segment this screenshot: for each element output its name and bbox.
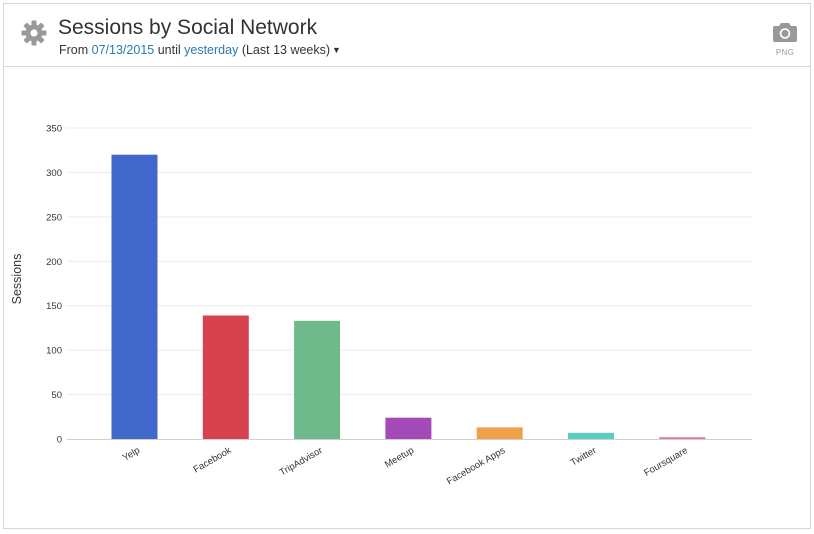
x-tick-label: Facebook Apps [445,445,507,487]
png-export-button[interactable]: PNG [772,22,798,58]
y-tick-label: 100 [46,346,62,357]
chart-header: Sessions by Social Network From 07/13/20… [4,4,810,67]
from-label: From [59,43,89,57]
start-date-link[interactable]: 07/13/2015 [91,43,155,57]
x-tick-label: Facebook [192,445,234,476]
gear-icon[interactable] [21,20,47,46]
x-tick-label: Meetup [383,445,416,470]
bars [111,154,706,440]
grid-lines [67,127,752,396]
x-tick-label: Foursquare [642,445,690,479]
range-label[interactable]: (Last 13 weeks) [241,43,331,57]
x-tick-label: Yelp [121,445,142,464]
caret-down-icon[interactable]: ▼ [332,45,341,55]
until-label: until [157,43,181,57]
x-tick-label: TripAdvisor [278,445,325,478]
end-date-link[interactable]: yesterday [184,43,239,57]
y-tick-label: 300 [46,168,62,179]
y-axis-label: Sessions [10,254,24,305]
bar-tripadvisor[interactable] [294,320,341,439]
bar-twitter[interactable] [568,432,614,439]
bar-facebook[interactable] [202,315,249,440]
y-tick-label: 150 [46,301,62,312]
x-axis-ticks: Yelp Facebook TripAdvisor Meetup Facebook Ap… [121,445,690,487]
date-range: From 07/13/2015 until yesterday (Last 13… [59,43,341,57]
y-tick-label: 350 [46,124,62,135]
bar-facebook-apps[interactable] [476,427,523,439]
y-tick-label: 250 [46,212,62,223]
bar-yelp[interactable] [111,154,158,439]
chart-title: Sessions by Social Network [58,16,318,39]
y-tick-label: 200 [46,257,62,268]
y-tick-label: 0 [57,435,62,446]
x-tick-label: Twitter [569,445,599,469]
png-label: PNG [775,48,795,57]
y-tick-label: 50 [51,390,62,401]
camera-icon [773,23,797,42]
bar-meetup[interactable] [385,417,432,439]
y-axis-ticks: 0 50 100 150 200 250 300 350 [46,124,62,446]
bar-foursquare[interactable] [659,437,706,439]
